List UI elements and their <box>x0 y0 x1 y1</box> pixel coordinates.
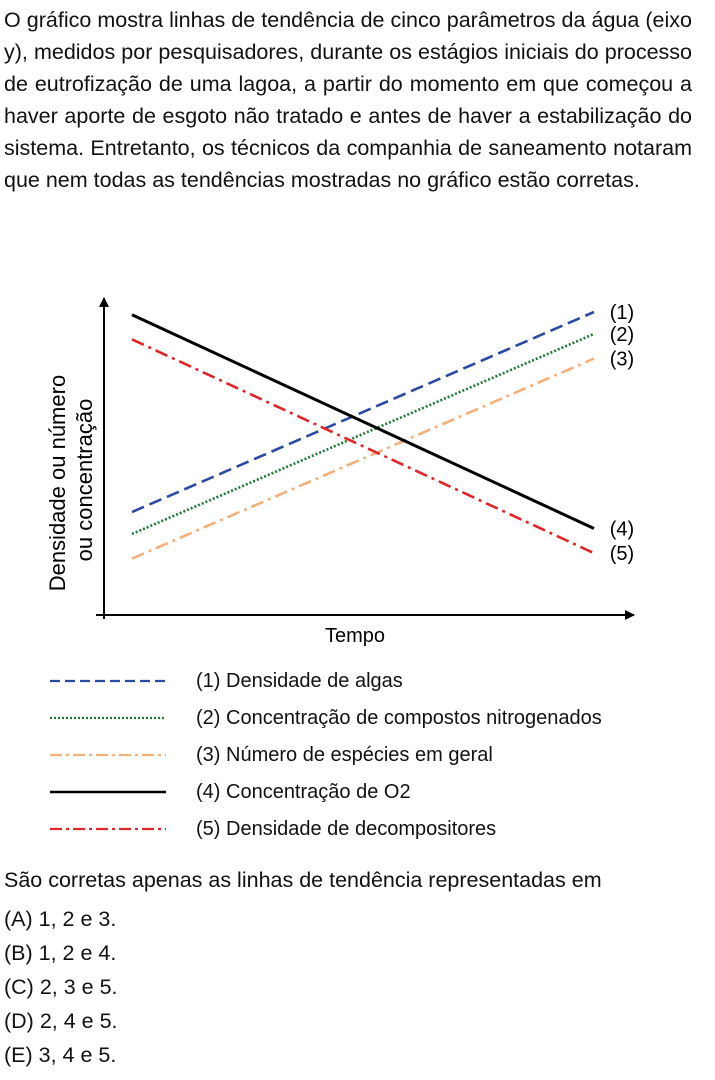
legend-swatch-algae <box>50 679 166 682</box>
answer-options: (A) 1, 2 e 3. (B) 1, 2 e 4. (C) 2, 3 e 5… <box>4 902 118 1072</box>
legend-label-oxygen: (4) Concentração de O2 <box>196 780 411 803</box>
option-e[interactable]: (E) 3, 4 e 5. <box>4 1043 117 1067</box>
legend-swatch-oxygen <box>50 790 166 793</box>
legend-item-oxygen: (4) Concentração de O2 <box>48 773 708 810</box>
option-d[interactable]: (D) 2, 4 e 5. <box>4 1009 118 1033</box>
series-line-species <box>131 357 595 560</box>
series-end-label-nitrogen: (2) <box>610 324 634 346</box>
option-b[interactable]: (B) 1, 2 e 4. <box>4 941 117 965</box>
series-end-label-algae: (1) <box>610 302 634 324</box>
series-line-algae <box>131 310 595 514</box>
legend-item-decomposers: (5) Densidade de decompositores <box>48 810 708 847</box>
legend-swatch-species <box>50 753 166 756</box>
legend-label-nitrogen: (2) Concentração de compostos nitrogenad… <box>196 706 602 729</box>
y-axis-label-line-2: ou concentração <box>72 399 97 562</box>
y-axis-label: Densidade ou número ou concentração <box>45 369 97 592</box>
legend-swatch-decomposers <box>50 827 166 830</box>
legend-item-species: (3) Número de espécies em geral <box>48 736 708 773</box>
legend-swatch-nitrogen <box>50 716 166 719</box>
legend-label-species: (3) Número de espécies em geral <box>196 743 493 766</box>
y-axis-label-line-1: Densidade ou número <box>45 375 70 591</box>
x-axis-label: Tempo <box>325 625 385 647</box>
option-c[interactable]: (C) 2, 3 e 5. <box>4 975 118 999</box>
series-line-nitrogen <box>131 332 595 536</box>
trend-chart: (1)(2) (3) (4) (5) Tempo Densidade ou númer… <box>45 297 635 647</box>
legend-item-algae: (1) Densidade de algas <box>48 662 708 699</box>
series-end-label-oxygen: (4) <box>610 518 634 540</box>
legend: (1) Densidade de algas (2) Concentração … <box>48 662 708 847</box>
option-a[interactable]: (A) 1, 2 e 3. <box>4 907 117 931</box>
legend-item-nitrogen: (2) Concentração de compostos nitrogenad… <box>48 699 708 736</box>
legend-label-algae: (1) Densidade de algas <box>196 669 403 692</box>
series-line-decomposers <box>131 338 595 555</box>
question-text: São corretas apenas as linhas de tendênc… <box>4 868 602 892</box>
series-end-label-decomposers: (5) <box>610 543 634 565</box>
legend-label-decomposers: (5) Densidade de decompositores <box>196 817 497 840</box>
intro-paragraph: O gráfico mostra linhas de tendência de … <box>4 8 692 192</box>
series-line-oxygen <box>131 313 595 530</box>
series-end-label-species: (3) <box>610 349 634 371</box>
